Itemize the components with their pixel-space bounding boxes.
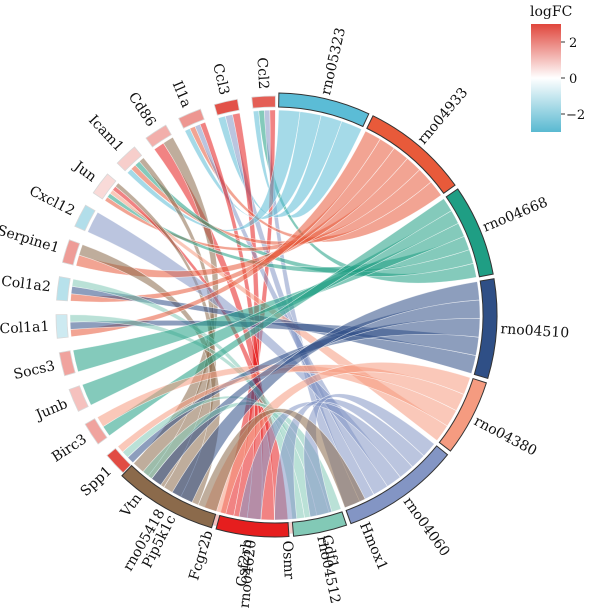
gene-sector-spp1 bbox=[106, 447, 132, 474]
logfc-legend: logFC 2 0 −2 bbox=[530, 4, 585, 132]
pathway-label-rno04380: rno04380 bbox=[471, 413, 539, 459]
chord-ribbon-pip5k1c-rno04510 bbox=[171, 281, 480, 503]
gene-sector-ccl2 bbox=[251, 95, 276, 109]
pathway-label-rno04933: rno04933 bbox=[415, 85, 472, 148]
legend-tick-label: 2 bbox=[569, 36, 577, 51]
pathway-label-rno04060: rno04060 bbox=[400, 494, 453, 559]
gene-sector-icam1 bbox=[116, 146, 143, 172]
gene-label-hmox1: Hmox1 bbox=[356, 520, 391, 573]
gene-sector-cxcl12 bbox=[74, 204, 96, 232]
gene-label-cxcl12: Cxcl12 bbox=[27, 183, 78, 219]
gene-label-col1a1: Col1a1 bbox=[0, 319, 50, 338]
gene-label-csf2rb: Csf2rb bbox=[234, 538, 256, 587]
pathway-sector-rno04933 bbox=[366, 115, 456, 195]
legend-tick-label: −2 bbox=[566, 108, 585, 123]
gene-label-ccl2: Ccl2 bbox=[254, 57, 272, 90]
pathway-sector-rno04620 bbox=[215, 514, 290, 538]
legend-title: logFC bbox=[530, 4, 572, 20]
gene-sector-col1a1 bbox=[55, 314, 69, 339]
pathway-label-rno04510: rno04510 bbox=[500, 321, 570, 341]
pathway-sector-rno04380 bbox=[438, 377, 488, 452]
gene-label-icam1: Icam1 bbox=[85, 112, 127, 155]
chord-ribbons bbox=[69, 109, 481, 521]
gene-sector-socs3 bbox=[58, 350, 76, 377]
gene-label-il1a: Il1a bbox=[169, 79, 194, 110]
chord-ribbon-hmox1-rno05418 bbox=[197, 408, 366, 512]
pathway-label-rno04512: rno04512 bbox=[313, 535, 343, 606]
gene-label-vtn: Vtn bbox=[117, 491, 145, 521]
gene-sector-col1a2 bbox=[56, 276, 71, 302]
gene-label-gdf1: Gdf1 bbox=[318, 533, 341, 570]
gene-label-spp1: Spp1 bbox=[78, 463, 116, 500]
gene-label-ccl3: Ccl3 bbox=[209, 62, 232, 97]
pathway-sector-rno04512 bbox=[291, 511, 348, 537]
pathway-sector-rno04060 bbox=[345, 445, 449, 525]
pathway-label-rno04668: rno04668 bbox=[481, 194, 551, 235]
gene-sector-birc3 bbox=[84, 418, 108, 445]
pathway-arcs bbox=[121, 92, 498, 538]
gene-label-col1a2: Col1a2 bbox=[0, 273, 51, 295]
chord-ribbon-icam1-rno05323 bbox=[126, 109, 301, 232]
gene-sector-junb bbox=[68, 385, 89, 412]
legend-ticks: 2 0 −2 bbox=[561, 36, 585, 123]
legend-colorbar bbox=[531, 24, 561, 132]
chord-ribbon-gdf1-rno04060 bbox=[303, 393, 435, 518]
gene-label-fcgr2b: Fcgr2b bbox=[186, 529, 216, 583]
gene-label-junb: Junb bbox=[32, 396, 70, 424]
gene-label-birc3: Birc3 bbox=[49, 431, 90, 465]
gene-label-osmr: Osmr bbox=[279, 540, 297, 580]
gene-sector-serpine1 bbox=[61, 239, 81, 266]
pathway-sector-rno05418 bbox=[121, 464, 217, 529]
pathway-sector-rno04510 bbox=[473, 278, 498, 380]
gene-label-socs3: Socs3 bbox=[12, 358, 56, 383]
gene-sector-jun bbox=[92, 173, 117, 200]
pathway-sector-rno05323 bbox=[278, 92, 370, 128]
pathway-sector-rno04668 bbox=[445, 188, 494, 278]
gene-label-jun: Jun bbox=[69, 157, 99, 185]
legend-tick-label: 0 bbox=[569, 72, 577, 87]
gene-label-serpine1: Serpine1 bbox=[0, 222, 61, 256]
gene-sector-il1a bbox=[178, 108, 205, 129]
gene-sector-cd86 bbox=[145, 124, 172, 148]
pathway-label-rno04620: rno04620 bbox=[237, 539, 260, 609]
gene-sector-ccl3 bbox=[213, 98, 240, 116]
pathway-label-rno05323: rno05323 bbox=[318, 26, 349, 97]
gene-label-cd86: Cd86 bbox=[125, 90, 159, 130]
